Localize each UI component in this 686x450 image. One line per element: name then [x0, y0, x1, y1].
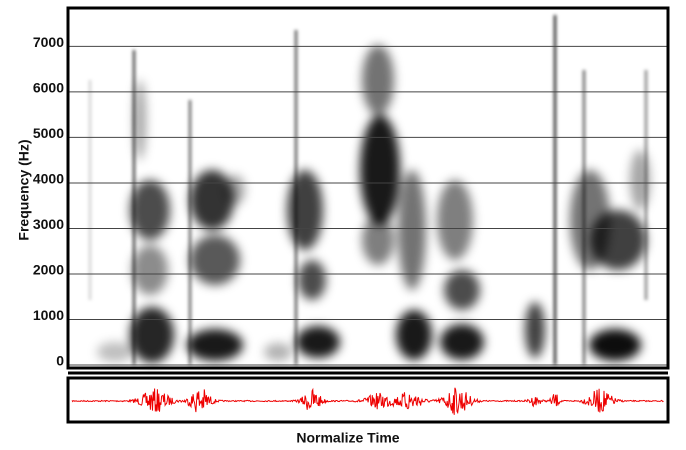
energy-blob	[190, 235, 240, 285]
y-tick-label: 2000	[33, 262, 64, 278]
energy-blob	[187, 329, 243, 361]
y-tick-label: 5000	[33, 125, 64, 141]
energy-blob	[440, 324, 484, 360]
energy-blob	[444, 270, 480, 310]
energy-blob	[264, 343, 292, 361]
energy-blob	[134, 80, 146, 160]
y-tick-label: 7000	[33, 34, 64, 50]
spectrogram-energy	[97, 45, 650, 363]
energy-blob	[287, 170, 323, 250]
y-tick-label: 1000	[33, 307, 64, 323]
energy-blob	[362, 45, 394, 115]
energy-blob	[589, 329, 641, 361]
y-tick-label: 3000	[33, 216, 64, 232]
energy-blob	[132, 245, 168, 295]
energy-blob	[190, 170, 234, 230]
waveform	[71, 387, 664, 415]
energy-blob	[398, 170, 426, 290]
energy-blob	[396, 310, 432, 360]
energy-blob	[525, 302, 545, 358]
energy-blob	[298, 260, 326, 300]
y-tick-label: 0	[56, 353, 64, 369]
energy-blob	[225, 175, 245, 205]
energy-blob	[130, 180, 170, 240]
spectrogram-streaks	[88, 15, 648, 365]
energy-blob	[590, 210, 646, 270]
y-axis-label: Frequency (Hz)	[16, 139, 32, 240]
y-tick-label: 6000	[33, 80, 64, 96]
x-axis-label: Normalize Time	[296, 430, 399, 446]
plot-frame	[66, 6, 670, 370]
energy-blob	[97, 342, 133, 362]
energy-blob	[360, 115, 400, 225]
energy-blob	[296, 326, 340, 358]
energy-blob	[130, 307, 174, 363]
energy-blob	[362, 215, 394, 265]
y-tick-label: 4000	[33, 171, 64, 187]
grid	[68, 45, 668, 366]
energy-blob	[437, 180, 473, 260]
